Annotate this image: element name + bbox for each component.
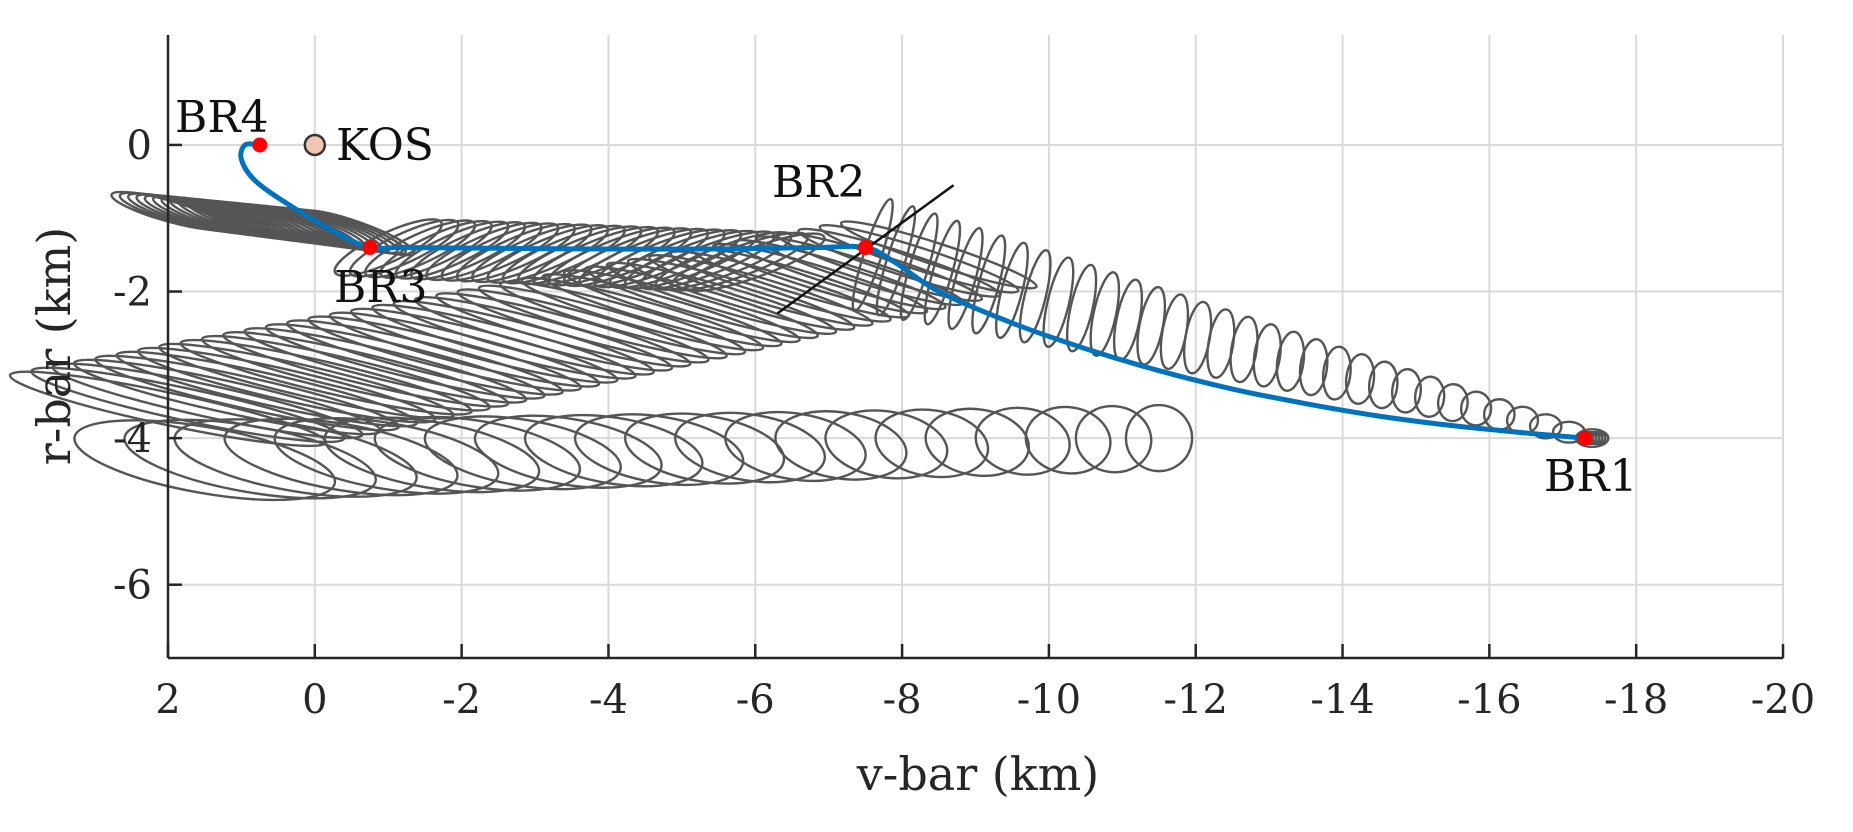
ellipse-3-19 (394, 220, 510, 280)
ellipse-band (8, 190, 1610, 502)
ellipse-4-22 (118, 191, 234, 233)
y-tick-label-0: 0 (127, 123, 152, 169)
ellipse-0-10 (1344, 353, 1376, 405)
ellipse-2-24 (328, 311, 601, 388)
ellipse-0-7 (1413, 375, 1446, 418)
ellipse-3-16 (440, 222, 560, 282)
label-br4: BR4 (175, 92, 268, 143)
ellipse-0-8 (1390, 368, 1422, 414)
ellipse-0-6 (1436, 383, 1469, 423)
ellipse-4-23 (110, 190, 226, 232)
ellipse-2-9 (648, 253, 874, 327)
x-tick-label-7: -12 (1164, 677, 1228, 723)
x-tick-label-1: 0 (302, 677, 327, 723)
ellipse-3-15 (455, 222, 577, 283)
x-tick-label-10: -18 (1604, 677, 1668, 723)
ellipse-1-14 (423, 415, 622, 491)
ellipse-1-1 (1074, 404, 1153, 474)
ellipse-0-25 (994, 241, 1029, 340)
waypoint-br3 (362, 240, 378, 256)
label-br3: BR3 (334, 262, 427, 313)
y-tick-label-3: -6 (113, 563, 152, 609)
ellipse-1-12 (523, 413, 704, 488)
x-tick-label-8: -14 (1310, 677, 1374, 723)
x-tick-label-11: -20 (1751, 677, 1815, 723)
ellipse-3-21 (364, 219, 477, 279)
ellipse-0-21 (1089, 271, 1121, 357)
x-tick-label-6: -10 (1017, 677, 1081, 723)
y-axis-label: r-bar (km) (27, 227, 81, 465)
x-tick-label-4: -6 (736, 677, 775, 723)
ellipse-2-0 (839, 220, 1038, 290)
ellipse-0-22 (1065, 263, 1098, 353)
ellipse-0-12 (1298, 338, 1329, 397)
ellipse-2-13 (563, 269, 801, 344)
x-tick-label-2: -2 (442, 677, 481, 723)
ellipse-2-39 (8, 370, 328, 448)
tick-labels: 2 0 -2 -4 -6 -8 -10 -12 -14 -16 -18 -20 0 -2 -4 -6 (113, 123, 1815, 723)
ellipse-2-28 (243, 327, 528, 404)
ellipse-2-6 (712, 242, 929, 315)
label-kos: KOS (336, 120, 434, 171)
ellipse-4-18 (152, 194, 267, 237)
ellipse-2-30 (200, 334, 492, 412)
y-tick-label-1: -2 (113, 270, 152, 316)
ellipse-2-15 (520, 276, 765, 352)
x-tick-label-3: -4 (589, 677, 628, 723)
trajectory-line (238, 141, 1588, 441)
ellipse-0-11 (1321, 345, 1352, 401)
ellipse-0-14 (1252, 323, 1282, 388)
label-br2: BR2 (772, 157, 865, 208)
waypoint-br2 (857, 240, 873, 256)
ellipse-0-28 (923, 219, 962, 326)
ellipse-2-14 (541, 272, 783, 348)
ellipse-2-1 (818, 223, 1020, 294)
ellipse-0-5 (1459, 390, 1493, 427)
ellipse-1-10 (623, 412, 786, 485)
ellipse-4-19 (143, 194, 259, 236)
ellipse-3-14 (471, 223, 593, 284)
kos-marker (303, 133, 327, 157)
ellipse-0-27 (947, 226, 984, 331)
x-tick-label-9: -16 (1457, 677, 1521, 723)
ellipse-1-11 (573, 413, 745, 487)
x-axis-label: v-bar (km) (856, 747, 1099, 801)
ellipse-0-9 (1367, 360, 1399, 410)
ellipse-1-5 (874, 408, 990, 479)
x-tick-label-0: 2 (155, 677, 180, 723)
ellipse-0-2 (1528, 413, 1563, 440)
ellipse-3-17 (425, 221, 543, 282)
ellipse-2-2 (797, 227, 1002, 298)
x-tick-label-5: -8 (883, 677, 922, 723)
ellipse-1-21 (73, 419, 337, 502)
ellipse-0-23 (1042, 256, 1075, 348)
ellipse-1-8 (724, 410, 867, 483)
ellipse-2-26 (285, 319, 564, 396)
ellipse-2-27 (264, 323, 546, 400)
ellipse-1-15 (373, 415, 582, 492)
waypoint-br1 (1577, 430, 1593, 446)
ellipse-3-22 (348, 218, 460, 278)
label-br1: BR1 (1544, 451, 1637, 502)
y-tick-label-2: -4 (113, 416, 152, 462)
axes (166, 35, 1785, 660)
ellipse-4-21 (126, 192, 243, 234)
ellipse-2-16 (499, 280, 747, 356)
ellipse-1-3 (974, 406, 1071, 476)
ellipse-2-23 (349, 307, 619, 384)
ellipse-0-24 (1018, 249, 1052, 344)
ellipse-3-20 (379, 219, 493, 280)
ellipse-0-13 (1275, 330, 1306, 392)
markers (252, 133, 1593, 446)
ellipse-2-25 (307, 315, 583, 392)
ellipse-1-4 (924, 407, 1031, 478)
ellipse-2-29 (222, 330, 510, 408)
waypoint-br4 (252, 137, 268, 153)
ellipse-3-18 (409, 221, 527, 281)
ellipse-4-20 (135, 193, 251, 235)
ellipse-1-0 (1124, 403, 1194, 473)
